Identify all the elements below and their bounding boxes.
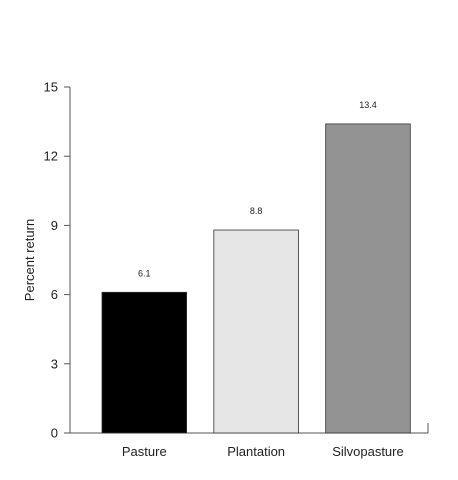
y-tick-label: 9 (51, 218, 58, 233)
data-label-plantation: 8.8 (250, 206, 263, 216)
bar-plantation (213, 229, 299, 434)
category-label-plantation: Plantation (227, 444, 285, 459)
y-tick-label: 6 (51, 287, 58, 302)
bar-silvopasture (325, 123, 411, 434)
y-axis: 0 3 6 9 12 15 (44, 80, 71, 441)
category-label-silvopasture: Silvopasture (332, 444, 404, 459)
y-tick-label: 3 (51, 356, 58, 371)
bar-pasture (101, 291, 188, 434)
y-tick-label: 15 (44, 80, 58, 95)
x-axis: Pasture Plantation Silvopasture (70, 423, 429, 459)
bars: 6.1 8.8 13.4 (101, 100, 411, 434)
data-label-pasture: 6.1 (138, 268, 151, 278)
data-label-silvopasture: 13.4 (359, 100, 377, 110)
y-tick-label: 12 (44, 149, 58, 164)
y-tick-label: 0 (51, 426, 58, 441)
y-axis-title: Percent return (22, 219, 37, 301)
category-label-pasture: Pasture (122, 444, 167, 459)
